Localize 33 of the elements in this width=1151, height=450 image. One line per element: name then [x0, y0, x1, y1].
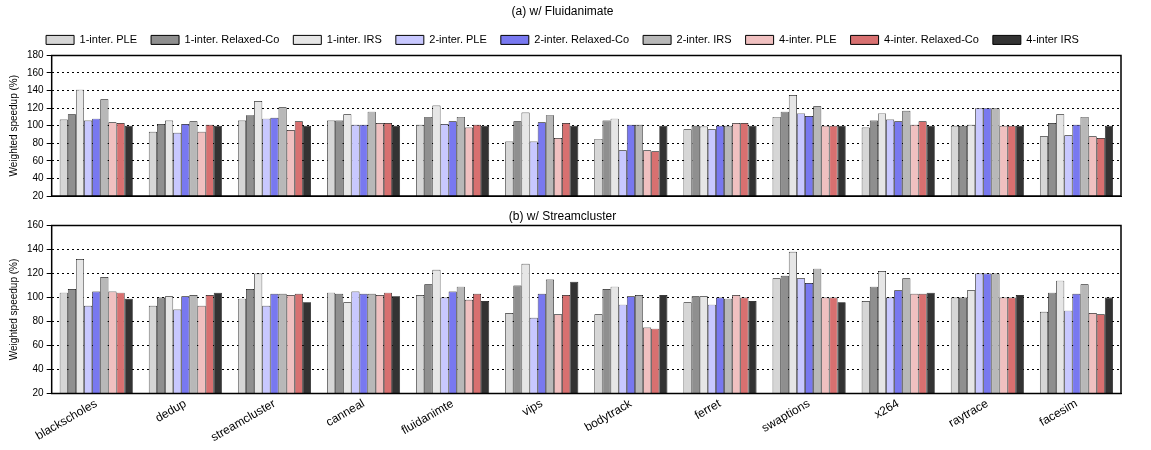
legend-label: 4-inter IRS	[1026, 32, 1079, 45]
legend-label: 2-inter. PLE	[429, 32, 487, 45]
legend-label: 4-inter. Relaxed-Co	[884, 32, 979, 45]
y-tick-label: 40	[32, 172, 45, 184]
x-tick-label: ferret	[691, 395, 724, 423]
x-tick-label: vips	[519, 396, 545, 419]
y-tick-label: 120	[27, 101, 45, 113]
legend-label: 2-inter. Relaxed-Co	[534, 32, 630, 45]
y-tick-label: 80	[32, 315, 45, 327]
y-axis-title: Weighted speedup (%)	[7, 258, 19, 361]
legend-label: 2-inter. IRS	[676, 32, 732, 45]
y-tick-label: 80	[32, 137, 45, 149]
y-tick-label: 40	[32, 363, 45, 375]
y-tick-label: 140	[27, 243, 45, 255]
y-tick-label: 140	[27, 84, 45, 96]
legend-label: 4-inter. PLE	[779, 32, 837, 45]
y-tick-label: 20	[32, 387, 45, 399]
y-tick-label: 60	[32, 339, 45, 351]
y-tick-label: 160	[27, 66, 45, 78]
y-tick-label: 160	[27, 219, 45, 231]
y-tick-label: 100	[27, 119, 45, 131]
y-axis-title: Weighted speedup (%)	[7, 74, 19, 177]
y-tick-label: 180	[27, 49, 45, 61]
x-tick-label: x264	[871, 395, 902, 422]
chart-title: (a) w/ Fluidanimate	[511, 3, 614, 18]
chart-title: (b) w/ Streamcluster	[508, 208, 617, 223]
y-tick-label: 100	[27, 291, 45, 303]
legend-label: 1-inter. Relaxed-Co	[184, 32, 280, 45]
y-tick-label: 20	[32, 189, 45, 201]
legend-label: 1-inter. PLE	[79, 32, 138, 45]
y-tick-label: 60	[32, 154, 45, 166]
legend-label: 1-inter. IRS	[326, 32, 382, 45]
y-tick-label: 120	[27, 267, 45, 279]
